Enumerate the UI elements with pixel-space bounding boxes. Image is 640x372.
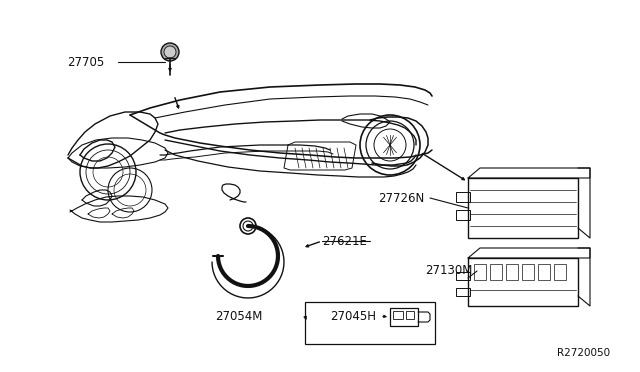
Bar <box>468 258 578 306</box>
Text: 27045H: 27045H <box>330 310 376 323</box>
Text: 27705: 27705 <box>67 55 104 68</box>
Bar <box>490 264 502 280</box>
Text: 27726N: 27726N <box>378 192 424 205</box>
Bar <box>390 308 418 326</box>
Circle shape <box>164 46 176 58</box>
Bar <box>474 264 486 280</box>
Text: R2720050: R2720050 <box>557 348 610 358</box>
Text: 27621E: 27621E <box>322 234 367 247</box>
Bar <box>456 288 470 296</box>
Bar <box>554 264 566 280</box>
Bar <box>538 264 550 280</box>
Bar <box>456 272 470 280</box>
Bar <box>393 311 403 319</box>
Bar <box>506 264 518 280</box>
Circle shape <box>161 43 179 61</box>
Text: 27054M: 27054M <box>215 310 262 323</box>
Bar <box>456 192 470 202</box>
Bar <box>522 264 534 280</box>
Bar <box>406 311 414 319</box>
Bar <box>468 178 578 238</box>
Bar <box>456 210 470 220</box>
Text: 27130M: 27130M <box>425 264 472 278</box>
Bar <box>305 302 435 344</box>
